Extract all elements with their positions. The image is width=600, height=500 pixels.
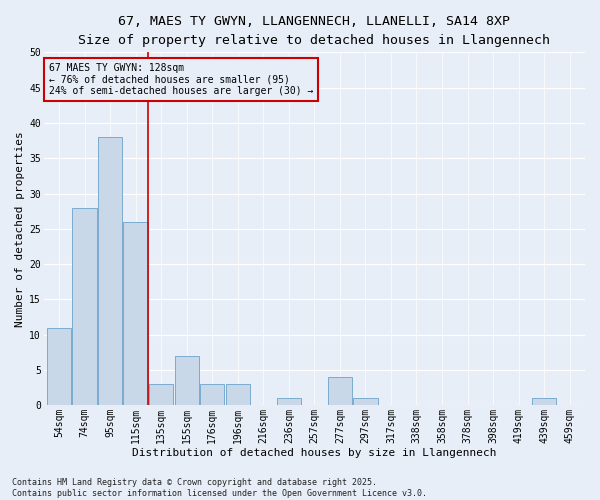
Bar [175, 356, 199, 406]
Bar [149, 384, 173, 406]
Y-axis label: Number of detached properties: Number of detached properties [15, 131, 25, 326]
Bar [328, 377, 352, 406]
Bar [353, 398, 377, 406]
Text: Contains HM Land Registry data © Crown copyright and database right 2025.
Contai: Contains HM Land Registry data © Crown c… [12, 478, 427, 498]
Title: 67, MAES TY GWYN, LLANGENNECH, LLANELLI, SA14 8XP
Size of property relative to d: 67, MAES TY GWYN, LLANGENNECH, LLANELLI,… [79, 15, 550, 47]
Bar [73, 208, 97, 406]
Bar [226, 384, 250, 406]
Bar [200, 384, 224, 406]
X-axis label: Distribution of detached houses by size in Llangennech: Distribution of detached houses by size … [132, 448, 497, 458]
Text: 67 MAES TY GWYN: 128sqm
← 76% of detached houses are smaller (95)
24% of semi-de: 67 MAES TY GWYN: 128sqm ← 76% of detache… [49, 63, 313, 96]
Bar [47, 328, 71, 406]
Bar [124, 222, 148, 406]
Bar [277, 398, 301, 406]
Bar [98, 137, 122, 406]
Bar [532, 398, 556, 406]
